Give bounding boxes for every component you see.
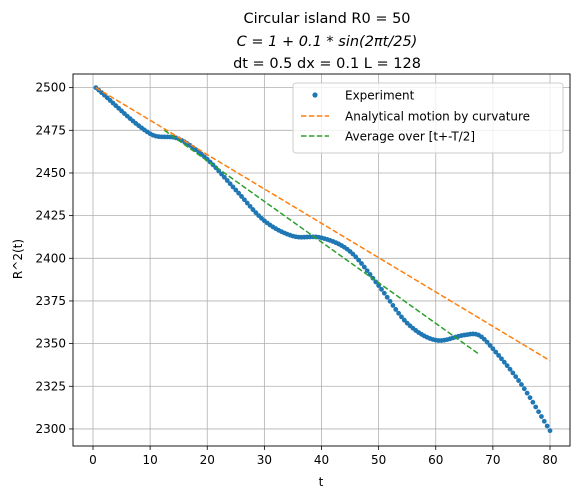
- experiment-point: [239, 194, 244, 199]
- experiment-point: [547, 428, 553, 434]
- experiment-point: [384, 294, 390, 300]
- y-tick-label: 2350: [35, 337, 66, 351]
- x-tick-label: 10: [142, 453, 157, 467]
- experiment-point: [516, 378, 521, 383]
- experiment-point: [359, 261, 364, 266]
- x-tick-label: 70: [485, 453, 500, 467]
- experiment-point: [399, 314, 404, 320]
- experiment-point: [530, 399, 536, 405]
- y-tick-label: 2325: [35, 379, 66, 393]
- experiment-point: [539, 414, 544, 419]
- experiment-point: [247, 203, 253, 209]
- x-tick-label: 0: [89, 453, 97, 467]
- title-line-2: C = 1 + 0.1 * sin(2πt/25): [237, 34, 418, 50]
- experiment-point: [373, 279, 379, 285]
- experiment-point: [361, 264, 367, 270]
- experiment-point: [224, 178, 230, 183]
- experiment-point: [541, 418, 547, 424]
- y-axis: 2300 2325 2350 2375 2400 2425 2450 2475 2500: [35, 81, 73, 436]
- y-tick-label: 2400: [35, 251, 66, 265]
- experiment-point: [544, 423, 550, 429]
- x-tick-label: 30: [257, 453, 272, 467]
- experiment-point: [387, 298, 393, 304]
- experiment-point: [484, 339, 490, 345]
- experiment-point: [513, 374, 519, 380]
- experiment-point: [364, 268, 370, 274]
- legend-label-analytical: Analytical motion by curvature: [345, 110, 530, 124]
- series-line-2: [163, 129, 480, 355]
- experiment-point: [396, 310, 402, 316]
- chart-title: Circular island R0 = 50 C = 1 + 0.1 * si…: [233, 11, 421, 72]
- experiment-point: [221, 174, 227, 180]
- x-tick-label: 50: [371, 453, 386, 467]
- series-line-1: [95, 87, 551, 362]
- experiment-point: [219, 171, 224, 177]
- experiment-point: [401, 317, 407, 323]
- experiment-point: [356, 257, 362, 263]
- x-axis-label: t: [319, 475, 324, 489]
- experiment-point: [244, 200, 250, 206]
- experiment-point: [490, 346, 496, 352]
- legend-label-average: Average over [t+-T/2]: [345, 130, 475, 144]
- experiment-point: [487, 343, 493, 348]
- experiment-point: [501, 359, 507, 365]
- experiment-point: [527, 395, 533, 401]
- experiment-point: [507, 366, 513, 372]
- experiment-point: [250, 207, 256, 212]
- experiment-point: [533, 404, 539, 410]
- y-axis-label: R^2(t): [11, 239, 25, 279]
- title-line-1: Circular island R0 = 50: [243, 11, 410, 27]
- y-tick-label: 2375: [35, 294, 66, 308]
- plot-series: [93, 85, 553, 434]
- experiment-point: [233, 187, 239, 193]
- experiment-point: [504, 363, 510, 369]
- x-tick-label: 80: [542, 453, 557, 467]
- experiment-point: [493, 349, 499, 355]
- experiment-point: [241, 197, 247, 203]
- experiment-point: [230, 184, 236, 190]
- experiment-point: [510, 370, 516, 376]
- legend-box: [292, 82, 564, 154]
- y-tick-label: 2450: [35, 166, 66, 180]
- experiment-point: [524, 390, 530, 396]
- x-tick-label: 40: [314, 453, 329, 467]
- experiment-point: [496, 352, 501, 358]
- experiment-point: [367, 272, 373, 277]
- y-tick-label: 2500: [35, 81, 66, 95]
- experiment-point: [236, 190, 242, 196]
- experiment-point: [536, 409, 541, 415]
- y-tick-label: 2475: [35, 123, 66, 137]
- x-axis: 0 10 20 30 40 50 60 70 80: [89, 446, 558, 467]
- experiment-point: [227, 181, 233, 187]
- experiment-point: [381, 290, 387, 296]
- experiment-point: [499, 356, 504, 362]
- title-line-3: dt = 0.5 dx = 0.1 L = 128: [233, 56, 421, 72]
- experiment-point: [519, 382, 524, 387]
- legend: Experiment Analytical motion by curvatur…: [292, 82, 564, 154]
- experiment-point: [353, 254, 359, 260]
- x-tick-label: 20: [200, 453, 215, 467]
- experiment-point: [379, 286, 384, 292]
- legend-label-experiment: Experiment: [345, 89, 415, 103]
- x-tick-label: 60: [428, 453, 443, 467]
- y-tick-label: 2300: [35, 422, 66, 436]
- y-tick-label: 2425: [35, 209, 66, 223]
- experiment-point: [390, 303, 396, 308]
- experiment-point: [521, 386, 527, 392]
- experiment-point: [393, 307, 399, 312]
- legend-marker-experiment: [312, 92, 318, 98]
